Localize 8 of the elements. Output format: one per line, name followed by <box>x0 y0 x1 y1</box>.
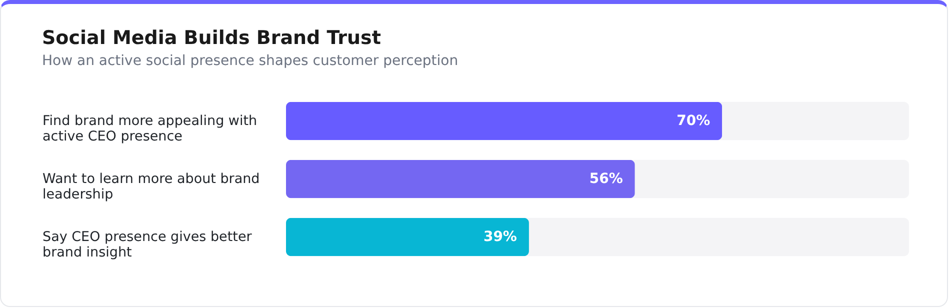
data-label: 56% <box>589 171 623 187</box>
y-tick-label: Say CEO presence gives better brand insight <box>42 229 252 260</box>
chart-title: Social Media Builds Brand Trust <box>42 27 381 49</box>
y-tick-label: Want to learn more about brand leadership <box>42 171 260 202</box>
chart-subtitle: How an active social presence shapes customer perception <box>42 53 458 69</box>
data-label: 70% <box>676 113 710 129</box>
y-tick-label: Find brand more appealing with active CEO presence <box>42 113 258 144</box>
data-label: 39% <box>483 229 517 245</box>
